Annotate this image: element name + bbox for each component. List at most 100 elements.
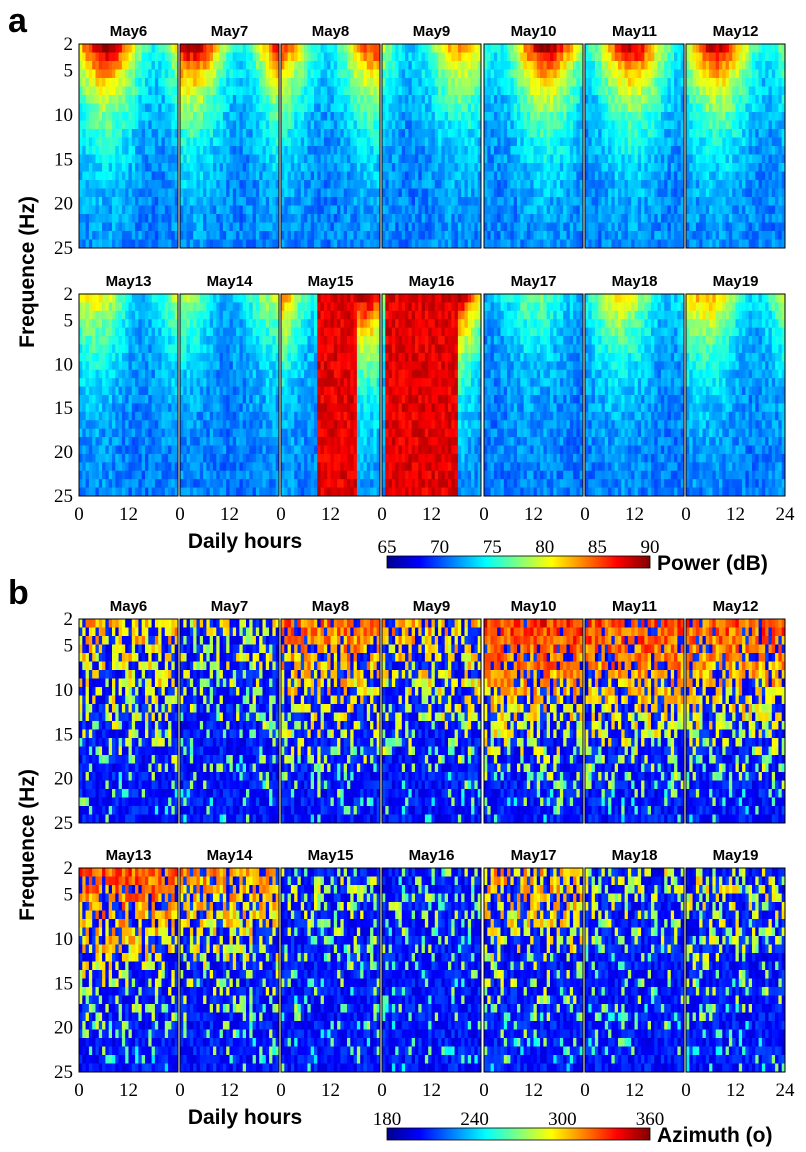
heat-cell: [367, 44, 371, 53]
heat-cell: [324, 87, 328, 96]
heat-cell: [314, 121, 318, 130]
heat-cell: [171, 129, 175, 138]
heat-cell: [99, 53, 103, 62]
heat-cell: [465, 129, 469, 138]
heat-cell: [484, 214, 488, 223]
heat-cell: [395, 95, 399, 104]
heat-cell: [658, 206, 662, 215]
heat-cell: [112, 112, 116, 121]
heat-cell: [631, 197, 635, 206]
heat-cell: [226, 231, 230, 240]
heat-cell: [605, 163, 609, 172]
heat-cell: [749, 53, 753, 62]
heat-cell: [621, 70, 625, 79]
heat-cell: [507, 87, 511, 96]
heat-cell: [585, 155, 589, 164]
heat-cell: [514, 155, 518, 164]
heat-cell: [200, 214, 204, 223]
heat-cell: [712, 138, 716, 147]
heat-cell: [129, 138, 133, 147]
heat-cell: [256, 231, 260, 240]
heat-cell: [621, 172, 625, 181]
heat-cell: [726, 197, 730, 206]
heat-cell: [527, 121, 531, 130]
heat-cell: [272, 129, 276, 138]
heat-cell: [592, 70, 596, 79]
heat-cell: [621, 189, 625, 198]
heat-cell: [504, 121, 508, 130]
heat-cell: [468, 53, 472, 62]
heat-cell: [689, 138, 693, 147]
heat-cell: [448, 104, 452, 113]
heat-cell: [598, 146, 602, 155]
heat-cell: [145, 78, 149, 87]
heat-cell: [148, 138, 152, 147]
heat-cell: [592, 180, 596, 189]
heat-cell: [392, 138, 396, 147]
heat-cell: [749, 95, 753, 104]
heat-cell: [654, 172, 658, 181]
heat-cell: [415, 70, 419, 79]
heat-cell: [709, 163, 713, 172]
heat-cell: [236, 240, 240, 249]
heat-cell: [112, 155, 116, 164]
heat-cell: [534, 61, 538, 70]
heat-cell: [233, 44, 237, 53]
heat-cell: [712, 87, 716, 96]
heat-cell: [772, 189, 776, 198]
heat-cell: [706, 61, 710, 70]
heat-cell: [418, 231, 422, 240]
heat-cell: [288, 197, 292, 206]
heat-cell: [272, 155, 276, 164]
heat-cell: [661, 180, 665, 189]
heat-cell: [350, 70, 354, 79]
heat-cell: [347, 240, 351, 249]
heat-cell: [415, 163, 419, 172]
heat-cell: [664, 104, 668, 113]
heat-cell: [638, 197, 642, 206]
heat-cell: [654, 197, 658, 206]
heat-cell: [709, 53, 713, 62]
heat-cell: [249, 163, 253, 172]
heat-cell: [405, 172, 409, 181]
heat-cell: [494, 104, 498, 113]
heat-cell: [445, 44, 449, 53]
heat-cell: [243, 70, 247, 79]
heat-cell: [557, 163, 561, 172]
heat-cell: [239, 146, 243, 155]
heat-cell: [547, 172, 551, 181]
heat-cell: [168, 240, 172, 249]
heat-cell: [651, 104, 655, 113]
heat-cell: [769, 214, 773, 223]
heat-cell: [497, 214, 501, 223]
heat-cell: [517, 53, 521, 62]
heat-cell: [155, 70, 159, 79]
heat-cell: [510, 189, 514, 198]
heat-cell: [585, 223, 589, 232]
heat-cell: [298, 53, 302, 62]
heat-cell: [671, 129, 675, 138]
heat-cell: [115, 112, 119, 121]
heat-cell: [699, 70, 703, 79]
heat-cell: [327, 129, 331, 138]
heat-cell: [487, 180, 491, 189]
heat-cell: [138, 214, 142, 223]
heat-cell: [775, 87, 779, 96]
heat-cell: [203, 180, 207, 189]
day-panel-May8: May8: [281, 23, 380, 248]
heat-cell: [298, 87, 302, 96]
heat-cell: [543, 146, 547, 155]
heat-cell: [497, 87, 501, 96]
heat-cell: [135, 138, 139, 147]
heat-cell: [360, 121, 364, 130]
heat-cell: [772, 180, 776, 189]
heat-cell: [259, 70, 263, 79]
heat-cell: [183, 112, 187, 121]
heat-cell: [357, 197, 361, 206]
heat-cell: [527, 240, 531, 249]
heat-cell: [534, 163, 538, 172]
heat-cell: [726, 112, 730, 121]
heat-cell: [301, 180, 305, 189]
heat-cell: [304, 172, 308, 181]
heat-cell: [112, 87, 116, 96]
